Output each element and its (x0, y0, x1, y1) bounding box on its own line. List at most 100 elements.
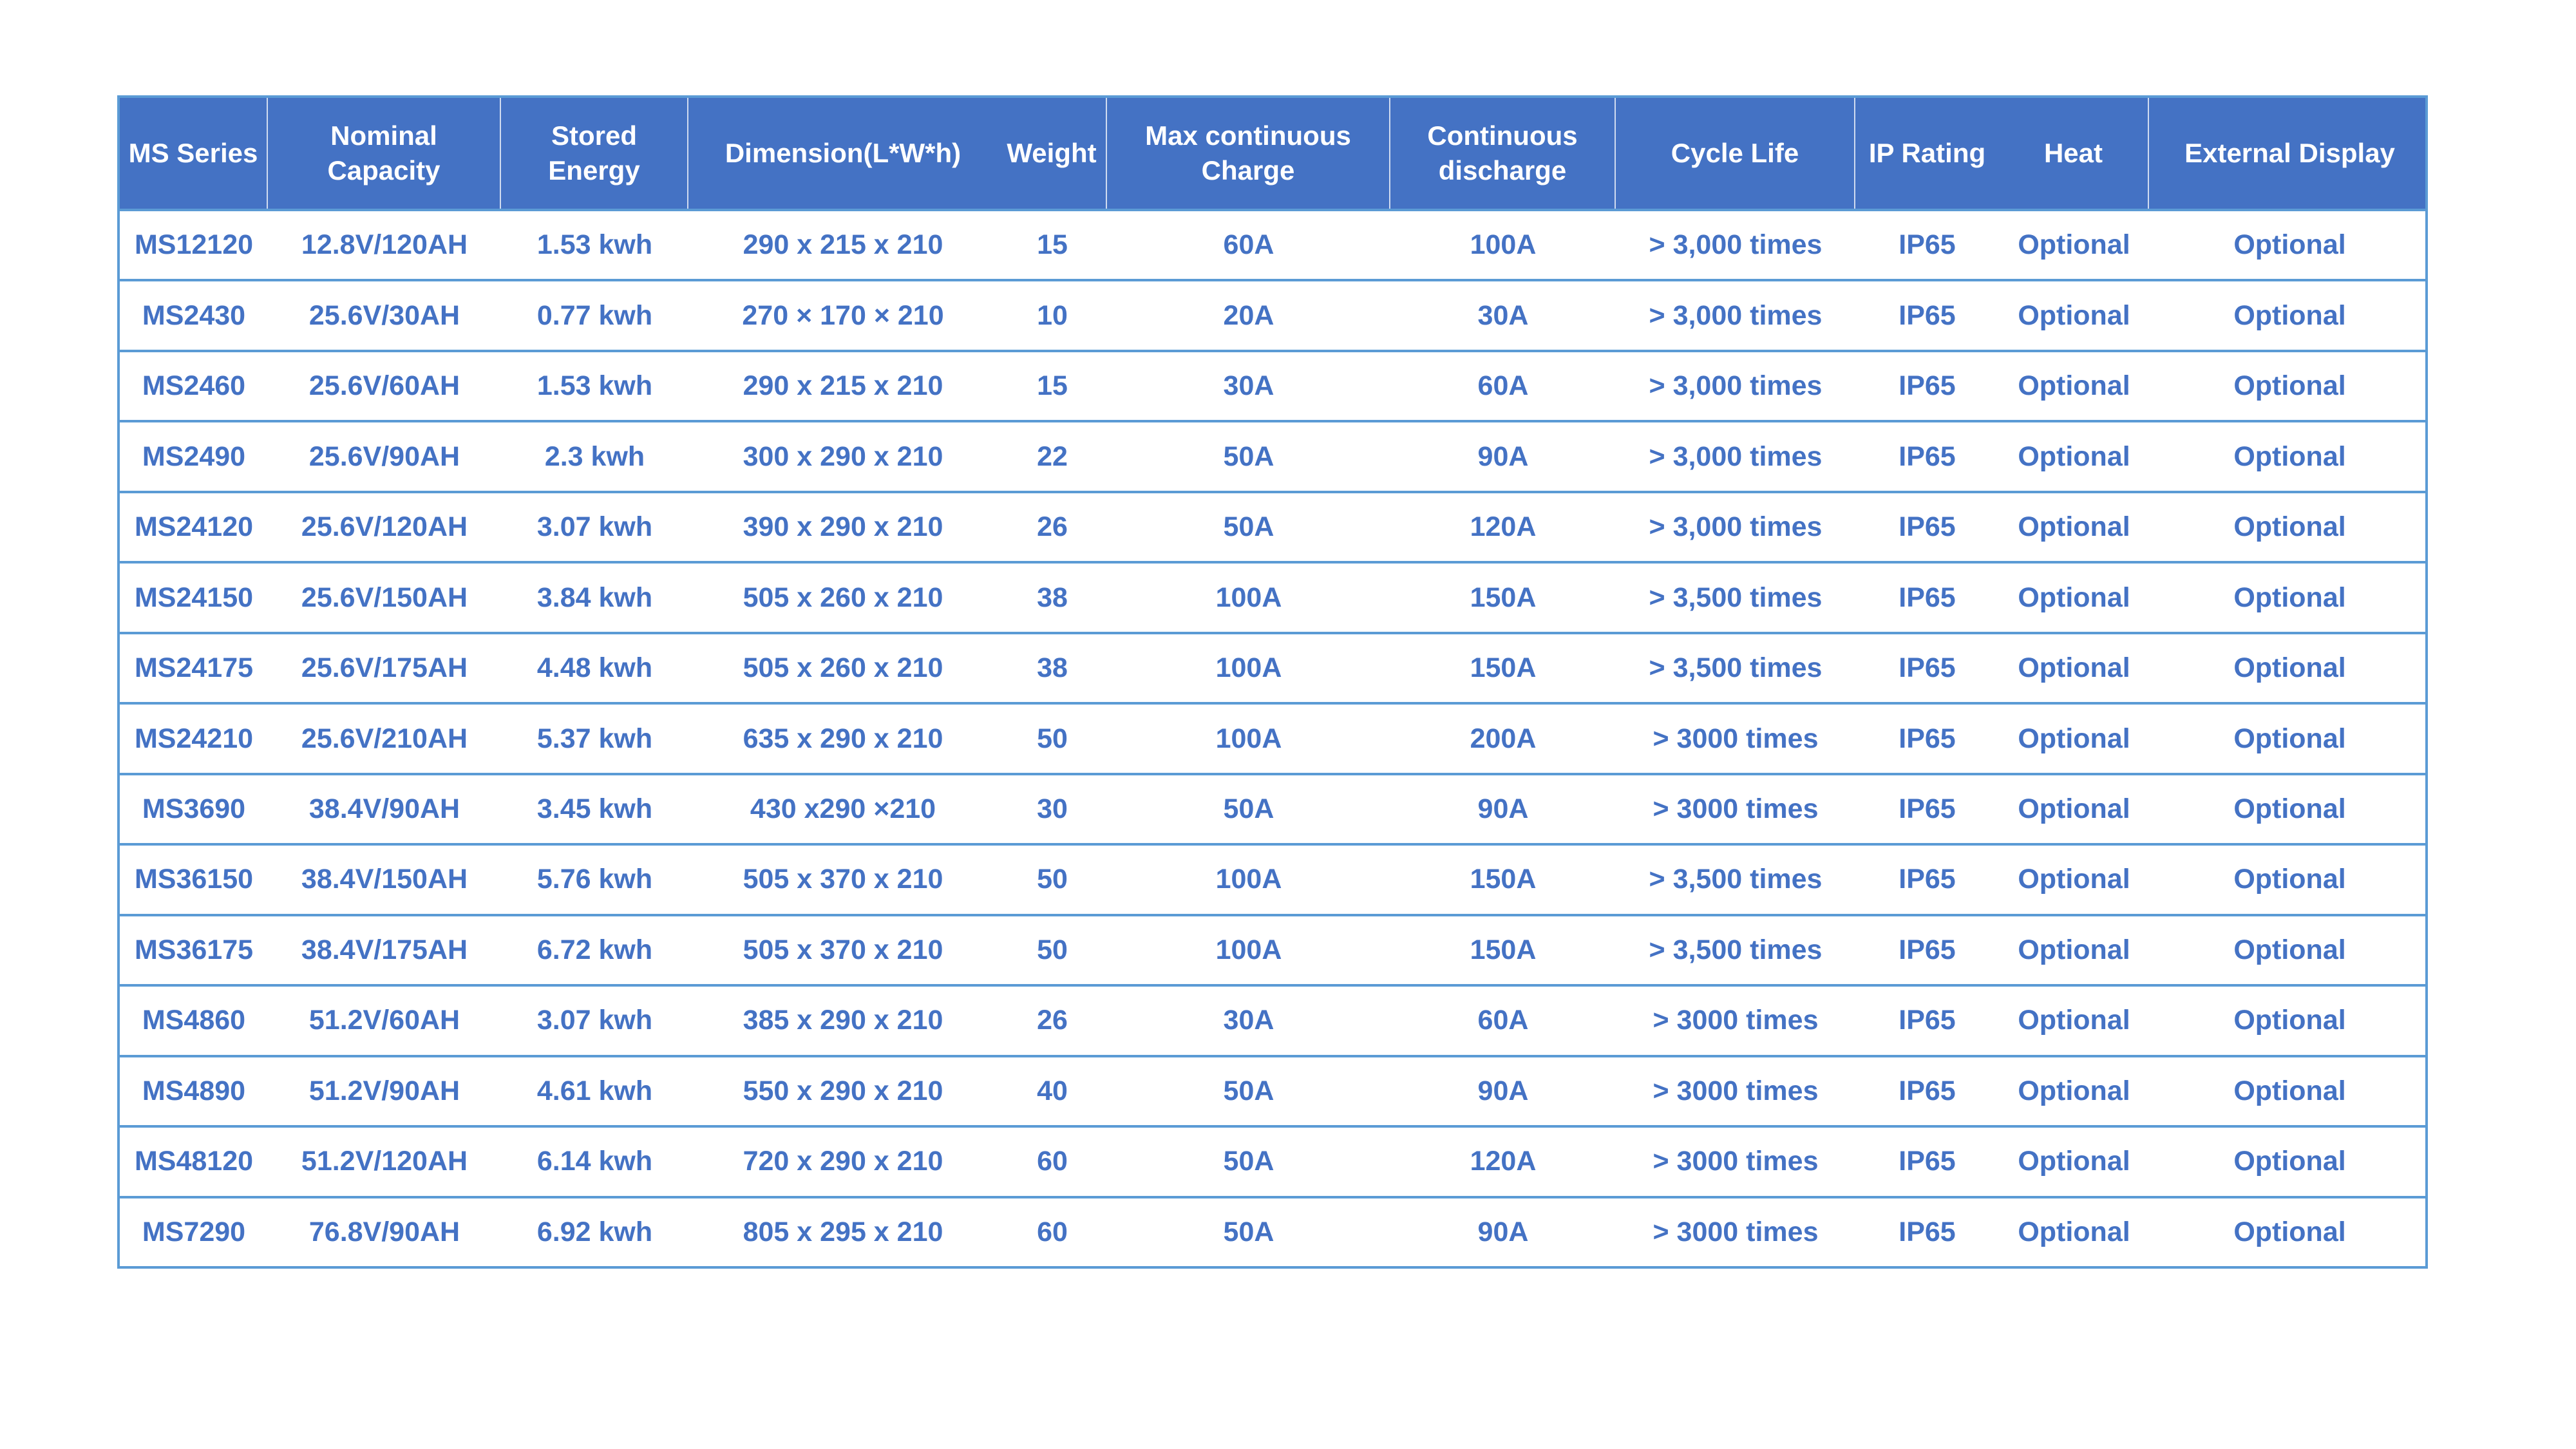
cell-stored-energy: 1.53 kwh (536, 370, 653, 402)
cell-heat: Optional (2018, 864, 2130, 895)
cell-ip-rating: IP65 (1899, 1075, 1956, 1106)
cell-continuous-discharge: 150A (1470, 934, 1537, 965)
cell-stored-energy: 0.77 kwh (536, 299, 653, 331)
cell-ms-series: MS7290 (142, 1216, 246, 1247)
cell-cycle-life: > 3000 times (1653, 1216, 1819, 1247)
table-row-ms24210: MS24210 25.6V/210AH 5.37 kwh 635 x 290 x 21… (120, 702, 2425, 772)
column-header-ip-rating: IP Rating (1868, 138, 1986, 169)
cell-continuous-discharge: 150A (1470, 652, 1537, 684)
cell-stored-energy: 4.48 kwh (536, 652, 653, 684)
cell-nominal-capacity: 38.4V/90AH (308, 793, 460, 824)
cell-max-continuous-charge: 50A (1223, 1216, 1274, 1247)
cell-heat: Optional (2018, 934, 2130, 965)
cell-continuous-discharge: 90A (1477, 793, 1529, 824)
cell-dimension-l-w-h: 300 x 290 x 210 (743, 440, 943, 472)
cell-heat: Optional (2018, 1075, 2130, 1106)
table-row-ms2430: MS2430 25.6V/30AH 0.77 kwh 270 × 170 × 210 1… (120, 279, 2425, 349)
cell-continuous-discharge: 90A (1477, 1216, 1529, 1247)
cell-nominal-capacity: 25.6V/90AH (308, 440, 460, 472)
cell-external-display: Optional (2233, 1005, 2346, 1036)
cell-weight: 15 (1037, 370, 1068, 402)
cell-cycle-life: > 3,000 times (1649, 370, 1823, 402)
cell-ip-rating: IP65 (1899, 511, 1956, 543)
cell-dimension-l-w-h: 505 x 370 x 210 (743, 934, 943, 965)
cell-max-continuous-charge: 30A (1223, 1005, 1274, 1036)
cell-heat: Optional (2018, 440, 2130, 472)
cell-dimension-l-w-h: 290 x 215 x 210 (743, 229, 943, 261)
cell-continuous-discharge: 60A (1477, 370, 1529, 402)
column-header-cycle-life: Cycle Life (1616, 98, 1855, 209)
cell-external-display: Optional (2233, 370, 2346, 402)
cell-dimension-l-w-h: 635 x 290 x 210 (743, 723, 943, 754)
cell-max-continuous-charge: 100A (1215, 582, 1282, 613)
cell-ms-series: MS24175 (134, 652, 254, 684)
cell-max-continuous-charge: 50A (1223, 1146, 1274, 1177)
cell-continuous-discharge: 60A (1477, 1005, 1529, 1036)
cell-stored-energy: 3.45 kwh (536, 793, 653, 824)
cell-heat: Optional (2018, 582, 2130, 613)
cell-external-display: Optional (2233, 793, 2346, 824)
cell-ms-series: MS24210 (134, 723, 254, 754)
cell-nominal-capacity: 25.6V/30AH (308, 299, 460, 331)
cell-ip-rating: IP65 (1899, 370, 1956, 402)
cell-ip-rating: IP65 (1899, 1005, 1956, 1036)
cell-heat: Optional (2018, 370, 2130, 402)
cell-max-continuous-charge: 100A (1215, 723, 1282, 754)
cell-continuous-discharge: 30A (1477, 299, 1529, 331)
cell-stored-energy: 3.07 kwh (536, 1005, 653, 1036)
cell-heat: Optional (2018, 299, 2130, 331)
cell-cycle-life: > 3,500 times (1649, 582, 1823, 613)
cell-heat: Optional (2018, 511, 2130, 543)
cell-ip-rating: IP65 (1899, 582, 1956, 613)
cell-external-display: Optional (2233, 511, 2346, 543)
cell-ms-series: MS24150 (134, 582, 254, 613)
cell-stored-energy: 4.61 kwh (536, 1075, 653, 1106)
cell-external-display: Optional (2233, 582, 2346, 613)
cell-weight: 60 (1037, 1216, 1068, 1247)
table-body: MS12120 12.8V/120AH 1.53 kwh 290 x 215 x 21… (120, 209, 2425, 1266)
column-header-continuous-discharge: Continuous discharge (1390, 98, 1616, 209)
cell-nominal-capacity: 25.6V/120AH (301, 511, 468, 543)
cell-continuous-discharge: 90A (1477, 1075, 1529, 1106)
cell-ms-series: MS3690 (142, 793, 246, 824)
cell-dimension-l-w-h: 430 x290 ×210 (750, 793, 936, 824)
cell-stored-energy: 1.53 kwh (536, 229, 653, 261)
cell-continuous-discharge: 150A (1470, 864, 1537, 895)
cell-weight: 50 (1037, 723, 1068, 754)
cell-ip-rating: IP65 (1899, 934, 1956, 965)
cell-max-continuous-charge: 50A (1223, 793, 1274, 824)
cell-external-display: Optional (2233, 1075, 2346, 1106)
cell-max-continuous-charge: 100A (1215, 934, 1282, 965)
column-header-stored-energy: Stored Energy (501, 98, 688, 209)
cell-weight: 26 (1037, 1005, 1068, 1036)
cell-weight: 38 (1037, 582, 1068, 613)
cell-external-display: Optional (2233, 440, 2346, 472)
cell-weight: 60 (1037, 1146, 1068, 1177)
cell-dimension-l-w-h: 290 x 215 x 210 (743, 370, 943, 402)
cell-max-continuous-charge: 100A (1215, 864, 1282, 895)
column-header-external-display: External Display (2184, 138, 2395, 169)
table-row-ms24120: MS24120 25.6V/120AH 3.07 kwh 390 x 290 x 21… (120, 490, 2425, 561)
cell-ip-rating: IP65 (1899, 1216, 1956, 1247)
cell-nominal-capacity: 25.6V/150AH (301, 582, 468, 613)
cell-dimension-l-w-h: 720 x 290 x 210 (743, 1146, 943, 1177)
cell-ip-rating: IP65 (1899, 864, 1956, 895)
cell-external-display: Optional (2233, 723, 2346, 754)
cell-external-display: Optional (2233, 652, 2346, 684)
cell-max-continuous-charge: 100A (1215, 652, 1282, 684)
cell-external-display: Optional (2233, 934, 2346, 965)
table-row-ms3690: MS3690 38.4V/90AH 3.45 kwh 430 x290 ×210 30 5… (120, 772, 2425, 843)
cell-cycle-life: > 3000 times (1653, 723, 1819, 754)
cell-weight: 15 (1037, 229, 1068, 261)
cell-external-display: Optional (2233, 1216, 2346, 1247)
cell-cycle-life: > 3,500 times (1649, 934, 1823, 965)
cell-ms-series: MS2460 (142, 370, 246, 402)
cell-stored-energy: 6.92 kwh (536, 1216, 653, 1247)
column-header-heat: Heat (1999, 98, 2149, 209)
cell-cycle-life: > 3000 times (1653, 1005, 1819, 1036)
cell-ms-series: MS48120 (134, 1146, 254, 1177)
table-row-ms36150: MS36150 38.4V/150AH 5.76 kwh 505 x 370 x 21… (120, 843, 2425, 913)
cell-dimension-l-w-h: 385 x 290 x 210 (743, 1005, 943, 1036)
battery-spec-table: MS Series Nominal Capacity Stored Energy Di… (117, 95, 2428, 1269)
cell-max-continuous-charge: 60A (1223, 229, 1274, 261)
